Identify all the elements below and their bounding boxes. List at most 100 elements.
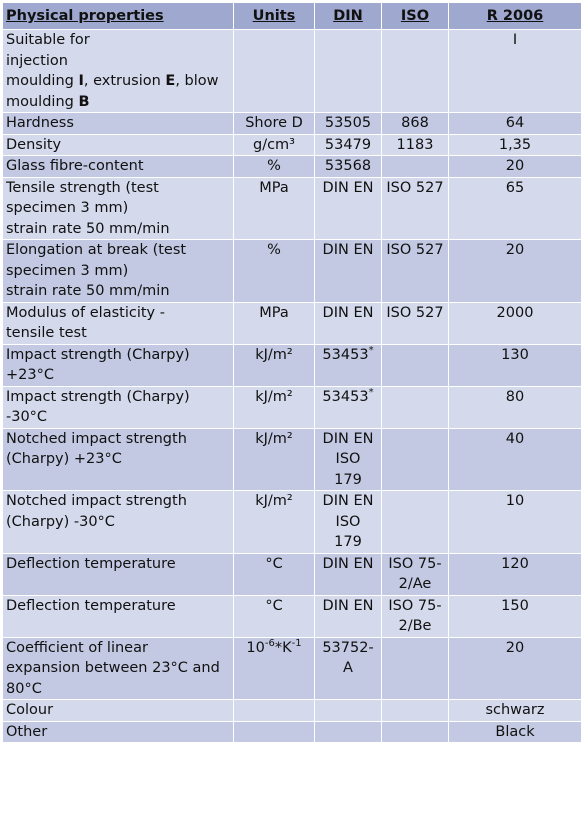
iso-cell [381, 490, 449, 554]
din-cell: DIN EN [314, 594, 382, 638]
value-cell: 40 [448, 427, 582, 491]
units-cell: g/cm³ [233, 133, 315, 156]
din-line: A [343, 660, 353, 676]
iso-cell: 1183 [381, 133, 449, 156]
property-cell: Hardness [2, 112, 234, 135]
value-cell: I [448, 29, 582, 113]
din-cell: 53505 [314, 112, 382, 135]
property-line: 80°C [6, 680, 42, 697]
physical-properties-table: Physical properties Units DIN ISO R 2006… [2, 2, 582, 743]
property-line: injection [6, 52, 68, 69]
property-cell: Coefficient of linear expansion between … [2, 636, 234, 700]
din-line: DIN EN [322, 493, 374, 509]
property-cell: Tensile strength (test specimen 3 mm) st… [2, 176, 234, 240]
din-line: 179 [334, 534, 362, 550]
property-cell: Suitable for injection moulding I, extru… [2, 29, 234, 113]
din-cell: DIN EN [314, 239, 382, 303]
table-row: Other Black [2, 720, 582, 743]
din-cell: DIN EN ISO 179 [314, 490, 382, 554]
property-line: Elongation at break (test [6, 242, 187, 258]
table-row: Notched impact strength (Charpy) +23°C k… [2, 427, 582, 491]
din-cell [314, 720, 382, 743]
property-line: Suitable for [6, 32, 90, 48]
iso-cell [381, 155, 449, 178]
value-cell: 130 [448, 343, 582, 387]
property-cell: Deflection temperature [2, 552, 234, 596]
property-line: moulding I, extrusion E, blow [6, 73, 219, 89]
din-cell: DIN EN [314, 552, 382, 596]
property-cell: Notched impact strength (Charpy) -30°C [2, 490, 234, 554]
table-row: Modulus of elasticity - tensile test MPa… [2, 301, 582, 345]
property-cell: Colour [2, 699, 234, 722]
value-cell: schwarz [448, 699, 582, 722]
property-cell: Notched impact strength (Charpy) +23°C [2, 427, 234, 491]
table-row: Colour schwarz [2, 699, 582, 722]
property-cell: Impact strength (Charpy) -30°C [2, 385, 234, 429]
din-cell: DIN EN [314, 176, 382, 240]
property-cell: Deflection temperature [2, 594, 234, 638]
units-cell: 10-6*K-1 [233, 636, 315, 700]
property-line: Modulus of elasticity - [6, 304, 165, 321]
value-cell: 150 [448, 594, 582, 638]
value-cell: 120 [448, 552, 582, 596]
table-header-row: Physical properties Units DIN ISO R 2006 [2, 2, 582, 30]
iso-cell: ISO 75- 2/Ae [381, 552, 449, 596]
property-cell: Density [2, 133, 234, 156]
header-units: Units [233, 2, 315, 30]
property-line: (Charpy) -30°C [6, 513, 115, 530]
units-cell [233, 699, 315, 722]
table-row: Density g/cm³ 53479 1183 1,35 [2, 133, 582, 156]
value-cell: 65 [448, 176, 582, 240]
iso-cell: 868 [381, 112, 449, 135]
din-value: 53453 [322, 388, 369, 405]
din-value: 53453 [322, 346, 369, 363]
units-cell: MPa [233, 301, 315, 345]
table-row: Elongation at break (test specimen 3 mm)… [2, 239, 582, 303]
property-line: Impact strength (Charpy) [6, 346, 190, 363]
property-line: Tensile strength (test [6, 179, 159, 196]
property-line: expansion between 23°C and [6, 660, 220, 676]
header-iso: ISO [381, 2, 449, 30]
header-property: Physical properties [2, 2, 234, 30]
units-cell: kJ/m² [233, 343, 315, 387]
property-cell: Modulus of elasticity - tensile test [2, 301, 234, 345]
property-line: (Charpy) +23°C [6, 451, 122, 467]
units-cell: MPa [233, 176, 315, 240]
value-cell: 80 [448, 385, 582, 429]
din-line: ISO [335, 451, 361, 467]
table-row: Deflection temperature °C DIN EN ISO 75-… [2, 594, 582, 638]
property-cell: Glass fibre-content [2, 155, 234, 178]
value-cell: 10 [448, 490, 582, 554]
value-cell: 2000 [448, 301, 582, 345]
units-cell: % [233, 155, 315, 178]
iso-cell [381, 29, 449, 113]
property-cell: Elongation at break (test specimen 3 mm)… [2, 239, 234, 303]
din-cell [314, 29, 382, 113]
table-row: Tensile strength (test specimen 3 mm) st… [2, 176, 582, 240]
property-line: strain rate 50 mm/min [6, 220, 170, 237]
iso-cell [381, 636, 449, 700]
footnote-mark: * [368, 386, 374, 398]
table-row: Impact strength (Charpy) -30°C kJ/m² 534… [2, 385, 582, 429]
din-line: 179 [334, 471, 362, 488]
units-cell: kJ/m² [233, 490, 315, 554]
footnote-mark: * [368, 344, 374, 356]
property-cell: Other [2, 720, 234, 743]
property-line: Notched impact strength [6, 430, 187, 447]
din-line: 53752- [322, 639, 374, 656]
value-cell: 20 [448, 155, 582, 178]
value-cell: Black [448, 720, 582, 743]
property-line: moulding B [6, 93, 90, 110]
units-cell [233, 29, 315, 113]
iso-line: ISO 75- [388, 597, 442, 614]
property-line: -30°C [6, 409, 48, 425]
din-cell: DIN EN ISO 179 [314, 427, 382, 491]
table-row: Deflection temperature °C DIN EN ISO 75-… [2, 552, 582, 596]
property-line: specimen 3 mm) [6, 262, 129, 279]
din-cell: 53479 [314, 133, 382, 156]
value-cell: 20 [448, 239, 582, 303]
din-cell: 53453* [314, 385, 382, 429]
iso-line: 2/Ae [398, 576, 432, 592]
table-row: Impact strength (Charpy) +23°C kJ/m² 534… [2, 343, 582, 387]
table-row: Coefficient of linear expansion between … [2, 636, 582, 700]
